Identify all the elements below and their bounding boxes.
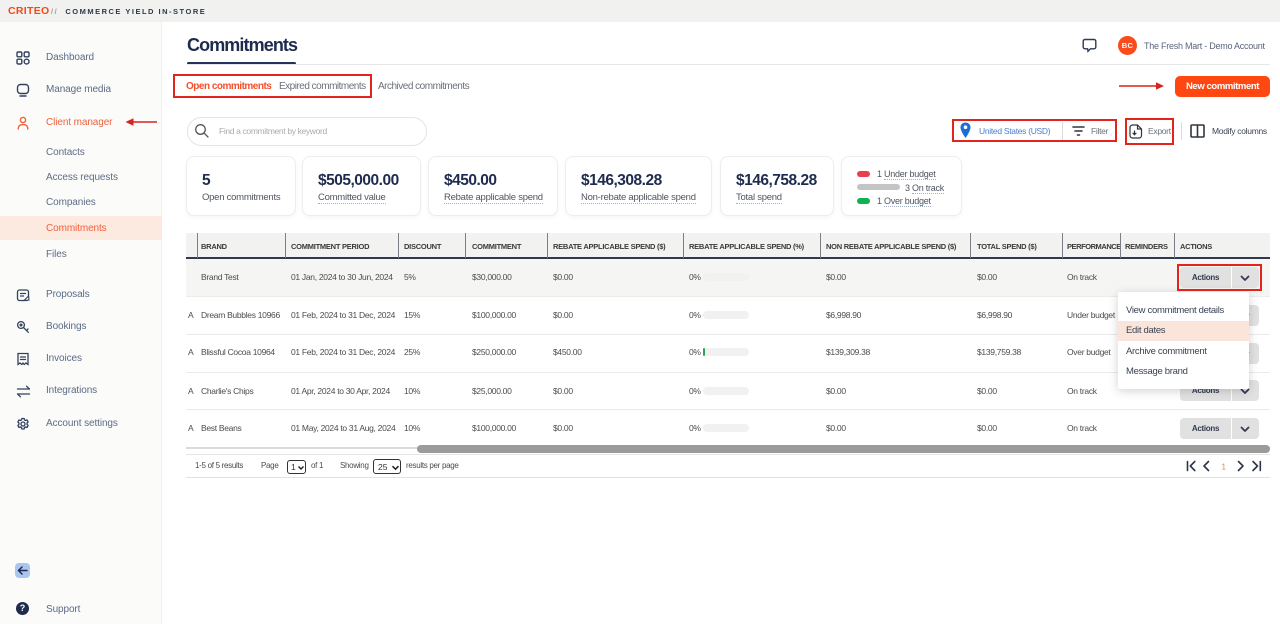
svg-text:1: 1 — [1222, 463, 1227, 472]
